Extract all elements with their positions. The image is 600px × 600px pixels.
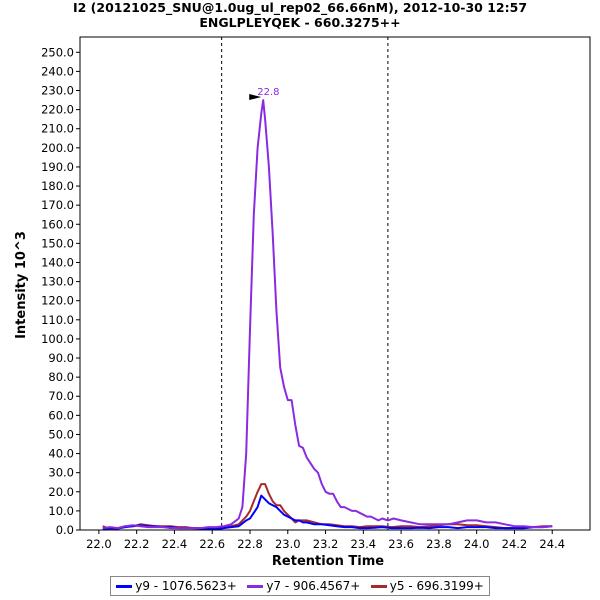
legend-item-y9: y9 - 1076.5623+ [116, 579, 237, 593]
y-tick-label: 180.0 [41, 179, 74, 193]
x-tick-label: 24.2 [502, 537, 528, 551]
y-tick-label: 10.0 [48, 504, 74, 518]
y-tick-label: 220.0 [41, 103, 74, 117]
y-tick-label: 170.0 [41, 198, 74, 212]
y-tick-label: 110.0 [41, 313, 74, 327]
y-tick-label: 60.0 [48, 408, 74, 422]
y-tick-label: 200.0 [41, 141, 74, 155]
y-tick-label: 30.0 [48, 466, 74, 480]
peak-marker-arrow [249, 94, 262, 101]
chart-subtitle: ENGLPLEYQEK - 660.3275++ [199, 15, 401, 30]
chart-title: I2 (20121025_SNU@1.0ug_ul_rep02_66.66nM)… [72, 0, 528, 15]
legend-label-y7: y7 - 906.4567+ [266, 579, 361, 593]
x-tick-label: 22.4 [162, 537, 188, 551]
axes: 0.0 10.0 20.0 30.0 40.0 50.0 60.0 70.0 80.0 90.0 1… [41, 36, 591, 551]
y-tick-label: 210.0 [41, 122, 74, 136]
x-tick-label: 23.8 [426, 537, 452, 551]
legend-item-y7: y7 - 906.4567+ [247, 579, 360, 593]
y-tick-label: 70.0 [48, 389, 74, 403]
y-tick-label: 190.0 [41, 160, 74, 174]
x-tick-label: 24.0 [464, 537, 490, 551]
y-tick-label: 50.0 [48, 427, 74, 441]
y-tick-label: 90.0 [48, 351, 74, 365]
plot-area: 22.8 [102, 37, 553, 530]
x-tick-label: 23.0 [275, 537, 301, 551]
x-tick-label: 23.2 [313, 537, 339, 551]
y-tick-label: 240.0 [41, 64, 74, 78]
legend-swatch-y7 [247, 584, 264, 588]
x-tick-label: 23.4 [351, 537, 377, 551]
y-tick-label: 120.0 [41, 294, 74, 308]
x-tick-label: 23.6 [388, 537, 414, 551]
y-tick-label: 40.0 [48, 447, 74, 461]
legend-label-y5: y5 - 696.3199+ [389, 579, 484, 593]
legend-swatch-y9 [116, 584, 133, 588]
y-tick-label: 0.0 [56, 523, 74, 537]
x-tick-label: 22.0 [86, 537, 112, 551]
legend-swatch-y5 [370, 584, 387, 588]
x-tick-label: 22.2 [124, 537, 150, 551]
chromatogram-chart: 22.8 0.0 10.0 20.0 30.0 40.0 50.0 60.0 70.0 80.0… [14, 36, 591, 569]
series-line-y9 [102, 494, 553, 530]
peak-label: 22.8 [257, 87, 279, 98]
y-tick-label: 80.0 [48, 370, 74, 384]
series-line-y7 [102, 99, 553, 530]
y-tick-label: 140.0 [41, 255, 74, 269]
x-axis-label: Retention Time [272, 554, 384, 569]
y-axis-label: Intensity 10^3 [14, 231, 29, 339]
y-tick-label: 130.0 [41, 275, 74, 289]
x-tick-label: 22.8 [237, 537, 263, 551]
legend-label-y9: y9 - 1076.5623+ [135, 579, 237, 593]
y-tick-label: 100.0 [41, 332, 74, 346]
y-tick-label: 250.0 [41, 45, 74, 59]
y-tick-label: 20.0 [48, 485, 74, 499]
y-tick-label: 150.0 [41, 236, 74, 250]
legend-item-y5: y5 - 696.3199+ [370, 579, 484, 593]
legend: y9 - 1076.5623+ y7 - 906.4567+ y5 - 696.… [110, 576, 490, 596]
series-group [102, 99, 553, 530]
y-tick-label: 160.0 [41, 217, 74, 231]
x-tick-label: 22.6 [199, 537, 225, 551]
y-tick-label: 230.0 [41, 84, 74, 98]
x-tick-label: 24.4 [539, 537, 565, 551]
plot-frame [79, 36, 591, 531]
